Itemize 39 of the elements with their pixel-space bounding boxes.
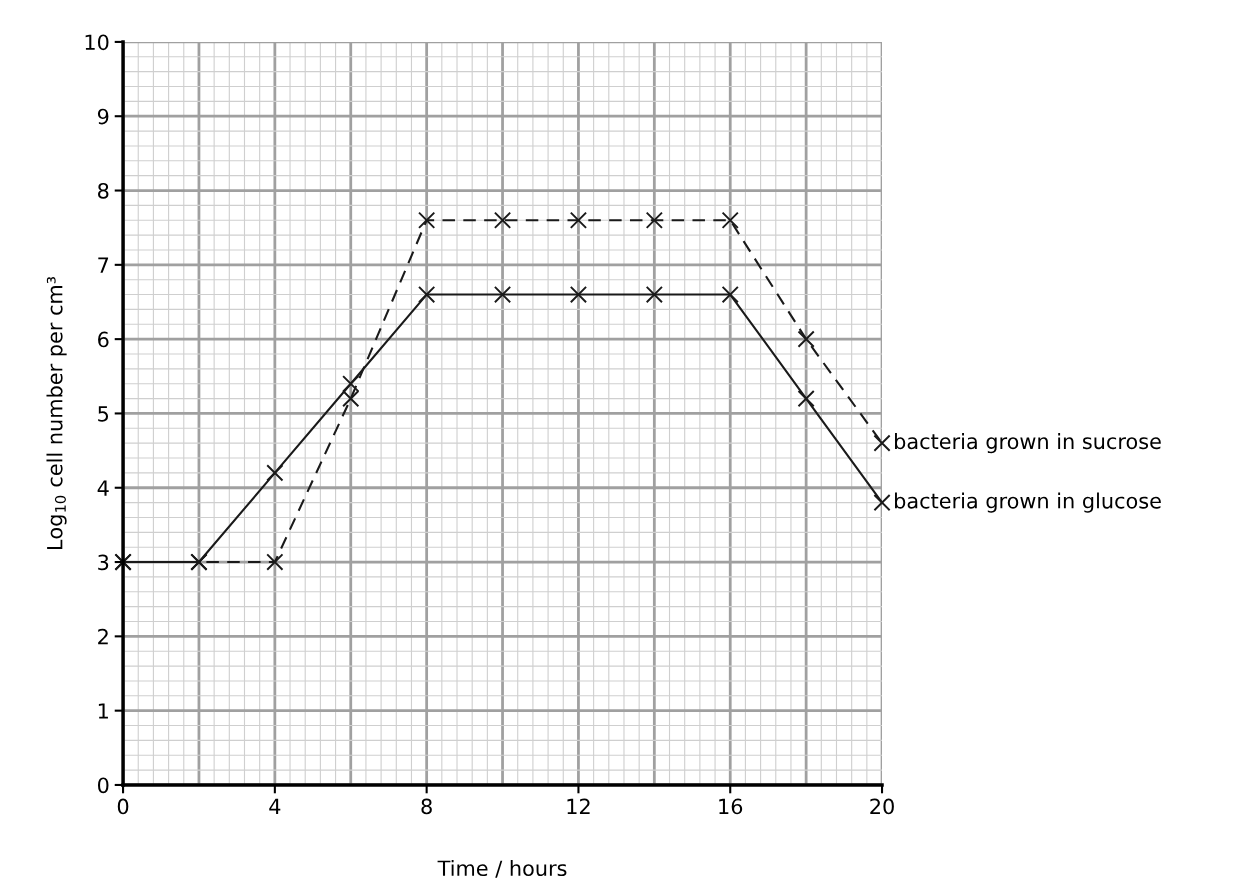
y-tick-label: 0 [97,777,109,794]
point [266,464,284,482]
point [645,211,663,229]
y-axis-title: Log$_{10}$ cell number per cm³ [46,276,67,550]
y-tick-label: 4 [97,480,109,496]
point [342,375,360,393]
x-tick-label: 0 [117,798,129,815]
x-tick-label: 4 [269,798,281,814]
point [873,494,891,512]
point [721,285,739,304]
point [797,389,815,408]
y-tick-label: 2 [98,628,108,645]
y-tick-label: 10 [85,34,109,51]
y-tick-label: 1 [98,703,108,719]
point [493,211,512,229]
point [569,285,588,304]
point [418,211,436,229]
point [797,330,815,348]
point [645,285,663,304]
point [342,389,360,408]
y-tick-label: 7 [98,257,109,273]
x-tick-label: 8 [421,798,432,815]
point [418,285,436,304]
point [266,553,284,571]
x-tick-label: 12 [567,798,590,814]
y-tick-label: 8 [98,182,109,199]
point [721,211,739,229]
point [493,285,512,304]
x-tick-label: 16 [719,798,743,815]
y-tick-label: 6 [98,331,109,348]
x-axis-title: Time / hours [437,859,567,878]
y-tick-label: 5 [98,406,109,422]
series-label: bacteria grown in glucose [895,492,1161,513]
point [873,434,891,452]
y-tick-label: 3 [98,554,109,571]
y-tick-label: 9 [97,108,109,125]
series-label: bacteria grown in sucrose [895,433,1161,454]
point [569,211,588,229]
x-tick-label: 20 [870,798,894,815]
